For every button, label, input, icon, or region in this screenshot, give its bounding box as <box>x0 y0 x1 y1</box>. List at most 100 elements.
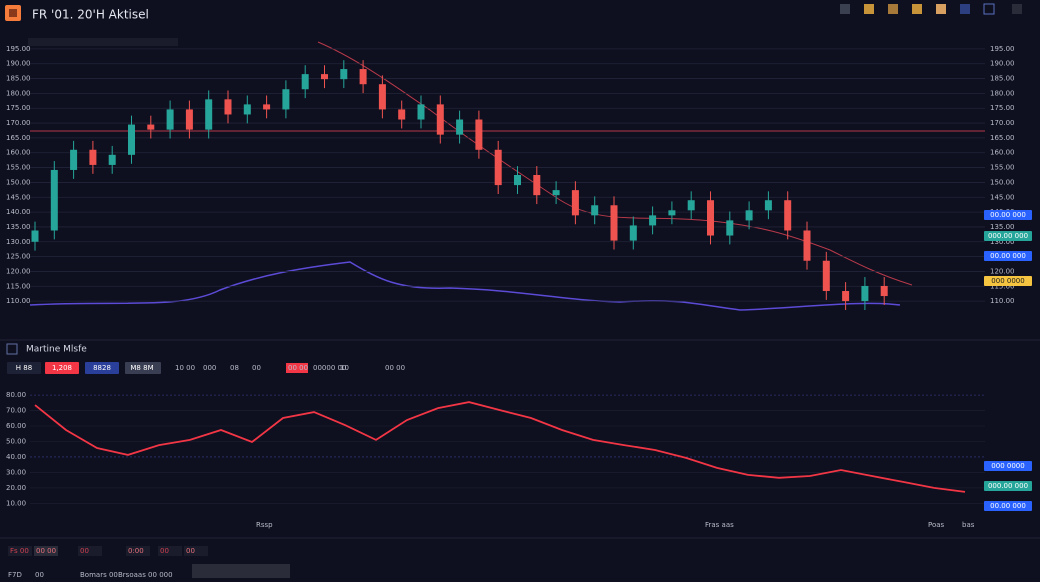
price-tag <box>984 501 1032 511</box>
candle-body <box>629 225 637 241</box>
y-tick-label: 115.00 <box>6 282 31 290</box>
footer-label: Rssp <box>256 521 273 529</box>
moving-average <box>317 41 913 286</box>
search-bar[interactable] <box>28 38 178 46</box>
candle-body <box>649 215 657 226</box>
status-item: Brsoaas 00 000 <box>118 571 173 579</box>
icon[interactable] <box>960 4 970 14</box>
y-tick-label: 140.00 <box>6 208 31 216</box>
candle-body <box>552 190 560 196</box>
icon[interactable] <box>1012 4 1022 14</box>
icon[interactable] <box>983 3 995 15</box>
candle-body <box>89 149 97 165</box>
y-tick-label-right: 165.00 <box>990 134 1015 142</box>
candle-body <box>147 124 155 130</box>
footer-label: bas <box>962 521 975 529</box>
candle-body <box>128 124 135 155</box>
candle-body <box>494 149 502 186</box>
panel-button-label[interactable]: M8 8M <box>130 364 153 372</box>
y-tick-label: 180.00 <box>6 89 31 97</box>
panel-button[interactable] <box>45 362 79 374</box>
footer-tab[interactable] <box>158 546 182 556</box>
icon[interactable] <box>840 4 850 14</box>
y-tick-label: 190.00 <box>6 60 31 68</box>
candle-body <box>185 109 193 130</box>
candle-body <box>166 109 174 130</box>
toolbar-item[interactable]: 00 <box>252 364 261 372</box>
footer-tab-label[interactable]: 00 00 <box>36 547 56 555</box>
y-tick-label-right: 175.00 <box>990 104 1015 112</box>
footer-tab[interactable] <box>126 546 150 556</box>
toolbar-item[interactable]: 08 <box>230 364 239 372</box>
y-tick-label: 30.00 <box>6 468 26 476</box>
candle-body <box>610 205 618 241</box>
candle-body <box>359 69 367 85</box>
y-tick-label-right: 145.00 <box>990 193 1015 201</box>
status-box[interactable] <box>192 564 290 578</box>
y-tick-label-right: 150.00 <box>990 178 1015 186</box>
y-tick-label-right: 195.00 <box>990 45 1015 53</box>
icon[interactable] <box>864 4 874 14</box>
y-tick-label: 10.00 <box>6 499 26 507</box>
price-tag <box>984 251 1032 261</box>
candle-body <box>784 200 792 231</box>
candle-body <box>533 175 541 196</box>
icon[interactable] <box>912 4 922 14</box>
toolbar-item[interactable]: 10 00 <box>175 364 195 372</box>
y-tick-label: 80.00 <box>6 391 26 399</box>
panel-button-label[interactable]: 1,208 <box>52 364 72 372</box>
candle-body <box>436 104 444 135</box>
y-tick-label: 175.00 <box>6 104 31 112</box>
volume-curve <box>29 261 901 311</box>
panel-toggle[interactable] <box>6 343 18 355</box>
candle-body <box>861 285 869 302</box>
candle-body <box>321 74 328 80</box>
candle-body <box>243 104 251 115</box>
candle-body <box>301 74 309 90</box>
y-tick-label: 60.00 <box>6 422 26 430</box>
y-tick-label: 125.00 <box>6 253 31 261</box>
icon[interactable] <box>936 4 946 14</box>
candle-body <box>108 154 116 165</box>
panel-button[interactable] <box>7 362 41 374</box>
toolbar-item[interactable]: 00 00 <box>288 364 308 372</box>
status-item: F7D <box>8 571 22 579</box>
panel-button-label[interactable]: 8828 <box>93 364 111 372</box>
candle-body <box>398 109 406 120</box>
candle-body <box>668 210 676 216</box>
toolbar-item[interactable]: 10 <box>340 364 349 372</box>
footer-tab-label[interactable]: 00 <box>80 547 89 555</box>
footer-tab-label[interactable]: 00 <box>186 547 195 555</box>
y-tick-label-right: 120.00 <box>990 267 1015 275</box>
panel-button[interactable] <box>125 362 161 374</box>
footer-tab-label[interactable]: Fs 00 <box>10 547 29 555</box>
panel-button[interactable] <box>85 362 119 374</box>
price-tag <box>984 210 1032 220</box>
icon[interactable] <box>888 4 898 14</box>
candle-body <box>205 99 213 130</box>
y-tick-label: 135.00 <box>6 223 31 231</box>
footer-tab-label[interactable]: 0:00 <box>128 547 144 555</box>
panel-title: Martine Mlsfe <box>26 345 87 355</box>
footer-tab[interactable] <box>78 546 102 556</box>
app-icon-inner <box>9 9 17 17</box>
footer-tab[interactable] <box>34 546 58 556</box>
panel-button-label[interactable]: H 88 <box>16 364 32 372</box>
y-tick-label-right: 170.00 <box>990 119 1015 127</box>
status-item: Bomars 00 <box>80 571 118 579</box>
toolbar-item[interactable]: 00000 00 <box>313 364 346 372</box>
footer-tab[interactable] <box>8 546 32 556</box>
footer-tab-label[interactable]: 00 <box>160 547 169 555</box>
toolbar-item[interactable]: 000 <box>203 364 216 372</box>
y-tick-label: 110.00 <box>6 297 31 305</box>
y-tick-label: 150.00 <box>6 178 31 186</box>
y-tick-label: 145.00 <box>6 193 31 201</box>
footer-label: Poas <box>928 521 945 529</box>
y-tick-label-right: 185.00 <box>990 75 1015 83</box>
candle-body <box>475 119 483 150</box>
toolbar-item[interactable]: 00 00 <box>385 364 405 372</box>
price-tag-label: 00.00 000 <box>990 252 1026 260</box>
price-tag-label: 00.00 000 <box>990 211 1026 219</box>
footer-tab[interactable] <box>184 546 208 556</box>
